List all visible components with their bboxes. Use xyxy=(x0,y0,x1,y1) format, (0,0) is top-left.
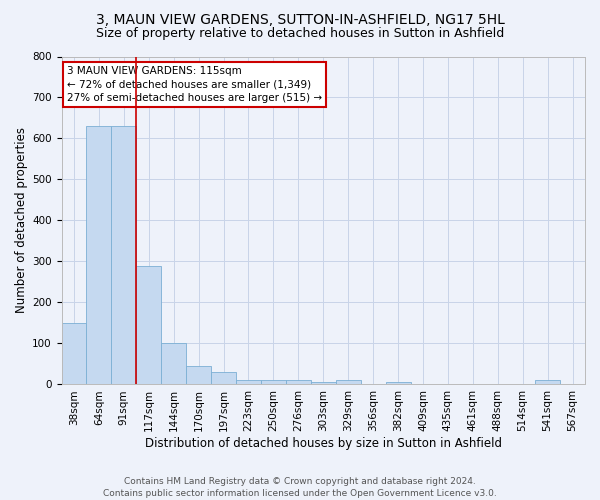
Text: Contains HM Land Registry data © Crown copyright and database right 2024.
Contai: Contains HM Land Registry data © Crown c… xyxy=(103,476,497,498)
Bar xyxy=(286,380,311,384)
Text: Size of property relative to detached houses in Sutton in Ashfield: Size of property relative to detached ho… xyxy=(96,28,504,40)
Bar xyxy=(62,323,86,384)
Bar xyxy=(161,344,186,384)
Y-axis label: Number of detached properties: Number of detached properties xyxy=(15,128,28,314)
Bar xyxy=(86,126,112,384)
Bar xyxy=(311,382,336,384)
Text: 3, MAUN VIEW GARDENS, SUTTON-IN-ASHFIELD, NG17 5HL: 3, MAUN VIEW GARDENS, SUTTON-IN-ASHFIELD… xyxy=(95,12,505,26)
Bar xyxy=(112,126,136,384)
Bar xyxy=(535,380,560,384)
Text: 3 MAUN VIEW GARDENS: 115sqm
← 72% of detached houses are smaller (1,349)
27% of : 3 MAUN VIEW GARDENS: 115sqm ← 72% of det… xyxy=(67,66,322,102)
Bar xyxy=(186,366,211,384)
Bar xyxy=(336,380,361,384)
Bar xyxy=(386,382,410,384)
Bar xyxy=(136,266,161,384)
Bar xyxy=(261,380,286,384)
Bar xyxy=(211,372,236,384)
Bar xyxy=(236,380,261,384)
X-axis label: Distribution of detached houses by size in Sutton in Ashfield: Distribution of detached houses by size … xyxy=(145,437,502,450)
